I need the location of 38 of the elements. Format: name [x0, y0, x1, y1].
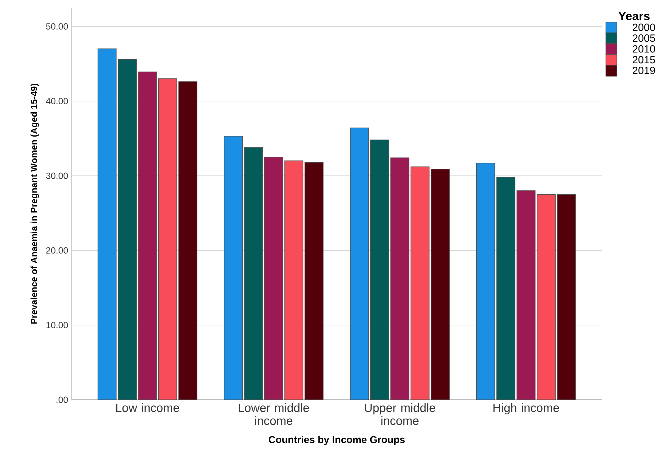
legend-label: 2010 [632, 45, 656, 53]
x-axis-title: Countries by Income Groups [269, 436, 405, 446]
bar [304, 162, 324, 400]
y-tick-label: .00 [56, 396, 68, 404]
bar [158, 78, 178, 400]
bar [138, 72, 158, 400]
bar [244, 147, 264, 400]
y-tick-label: 50.00 [46, 23, 68, 30]
legend-title: Years [618, 12, 650, 21]
y-axis-title: Prevalence of Anaemia in Pregnant Women (Aged 15-49) [30, 84, 40, 324]
bar [516, 190, 536, 400]
bar [431, 168, 450, 400]
y-tick-label: 20.00 [46, 247, 68, 254]
bar [264, 157, 284, 400]
bar [284, 160, 304, 400]
x-tick-label: Lower middle income [239, 404, 310, 426]
legend-label: 2015 [632, 56, 656, 64]
bar [178, 82, 198, 400]
bar [350, 128, 370, 400]
bar [476, 163, 496, 400]
legend-label: 2000 [632, 24, 656, 32]
y-tick-label: 40.00 [46, 98, 68, 105]
bar [557, 194, 576, 400]
x-tick-label: High income [494, 404, 560, 415]
legend-label: 2005 [632, 34, 656, 42]
y-tick-label: 30.00 [46, 172, 68, 180]
y-tick-label: 10.00 [46, 322, 68, 329]
bar [496, 177, 516, 400]
bar [370, 140, 390, 400]
x-tick-label: Upper middle income [365, 404, 436, 426]
bar [118, 59, 137, 400]
bar [224, 136, 243, 400]
bar [390, 158, 410, 400]
x-tick-label: Low income [116, 404, 180, 412]
bar [537, 194, 556, 400]
bar [410, 166, 430, 400]
legend-label: 2019 [632, 67, 656, 74]
bar [98, 48, 117, 400]
